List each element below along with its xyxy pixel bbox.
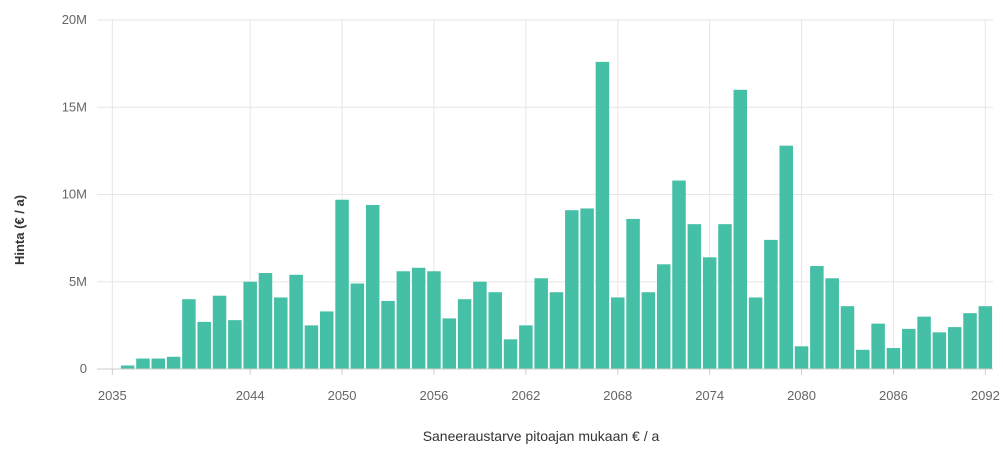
bar-2073[interactable] <box>687 224 702 369</box>
bar-2062[interactable] <box>519 325 533 369</box>
bar-2046[interactable] <box>274 297 288 369</box>
bar-2078[interactable] <box>764 239 778 369</box>
x-tick-label: 2035 <box>98 388 127 403</box>
bar-2088[interactable] <box>917 316 931 369</box>
bar-2070[interactable] <box>641 292 656 369</box>
bar-2085[interactable] <box>871 323 885 369</box>
bar-2038[interactable] <box>151 358 166 369</box>
bar-2045[interactable] <box>258 273 273 369</box>
bar-2056[interactable] <box>427 271 441 369</box>
bar-2087[interactable] <box>902 328 916 369</box>
bar-2067[interactable] <box>595 61 610 369</box>
bar-2057[interactable] <box>442 318 457 369</box>
x-tick-label: 2074 <box>695 388 724 403</box>
bar-2036[interactable] <box>120 365 135 369</box>
bar-2074[interactable] <box>702 257 717 369</box>
bar-2084[interactable] <box>856 349 870 369</box>
bar-2050[interactable] <box>335 199 349 369</box>
bar-2042[interactable] <box>212 295 227 369</box>
bar-2053[interactable] <box>381 300 395 369</box>
bar-2090[interactable] <box>947 327 962 369</box>
bar-2049[interactable] <box>319 311 334 369</box>
y-axis-title: Hinta (€ / a) <box>12 195 27 265</box>
bar-2083[interactable] <box>840 306 855 369</box>
bar-2060[interactable] <box>488 292 502 369</box>
bar-2063[interactable] <box>534 278 548 369</box>
bar-2065[interactable] <box>565 210 579 369</box>
bar-2076[interactable] <box>733 89 748 370</box>
bar-2079[interactable] <box>779 145 793 369</box>
bar-2089[interactable] <box>932 332 947 369</box>
bar-2040[interactable] <box>182 299 196 369</box>
bar-2039[interactable] <box>166 356 181 369</box>
bar-2068[interactable] <box>611 297 625 369</box>
x-tick-label: 2086 <box>879 388 908 403</box>
bar-2052[interactable] <box>365 204 380 369</box>
x-tick-label: 2062 <box>511 388 540 403</box>
bar-2041[interactable] <box>197 321 211 369</box>
y-tick-label: 20M <box>62 12 87 27</box>
bar-2080[interactable] <box>794 346 809 369</box>
x-tick-label: 2044 <box>236 388 265 403</box>
x-tick-labels: 2035 2044 2050 2056 2062 2068 2074 2080 2086 2092 <box>98 388 1000 403</box>
y-tick-labels: 0 5M 10M 15M 20M <box>62 12 87 376</box>
x-tick-label: 2080 <box>787 388 816 403</box>
bar-2058[interactable] <box>457 299 472 369</box>
bar-2048[interactable] <box>304 325 319 369</box>
y-tick-label: 10M <box>62 187 87 202</box>
bar-2091[interactable] <box>963 313 977 369</box>
bar-2075[interactable] <box>718 224 732 369</box>
bar-2086[interactable] <box>886 348 901 369</box>
bar-2071[interactable] <box>656 264 671 369</box>
bar-2082[interactable] <box>825 278 839 369</box>
axes <box>97 368 993 375</box>
bar-2054[interactable] <box>396 271 411 369</box>
bar-2059[interactable] <box>473 281 487 369</box>
bar-2072[interactable] <box>672 180 686 369</box>
bar-2043[interactable] <box>228 320 242 369</box>
bar-2069[interactable] <box>626 218 640 369</box>
y-tick-label: 5M <box>69 274 87 289</box>
bar-2044[interactable] <box>243 281 257 369</box>
bar-2047[interactable] <box>289 274 303 369</box>
x-tick-label: 2050 <box>328 388 357 403</box>
bar-2037[interactable] <box>136 358 150 369</box>
bar-2064[interactable] <box>549 292 564 369</box>
bar-2081[interactable] <box>810 266 824 369</box>
y-tick-label: 0 <box>80 361 87 376</box>
bar-2066[interactable] <box>580 208 594 369</box>
x-axis-title: Saneeraustarve pitoajan mukaan € / a <box>423 428 660 444</box>
bar-2061[interactable] <box>503 339 518 369</box>
bar-2051[interactable] <box>350 283 365 369</box>
bar-2055[interactable] <box>411 267 426 369</box>
y-tick-label: 15M <box>62 99 87 114</box>
x-tick-label: 2056 <box>419 388 448 403</box>
x-tick-label: 2092 <box>971 388 1000 403</box>
grid-lines <box>97 19 993 370</box>
x-tick-label: 2068 <box>603 388 632 403</box>
bars <box>120 61 993 370</box>
bar-2092[interactable] <box>978 306 993 369</box>
bar-2077[interactable] <box>748 297 763 369</box>
